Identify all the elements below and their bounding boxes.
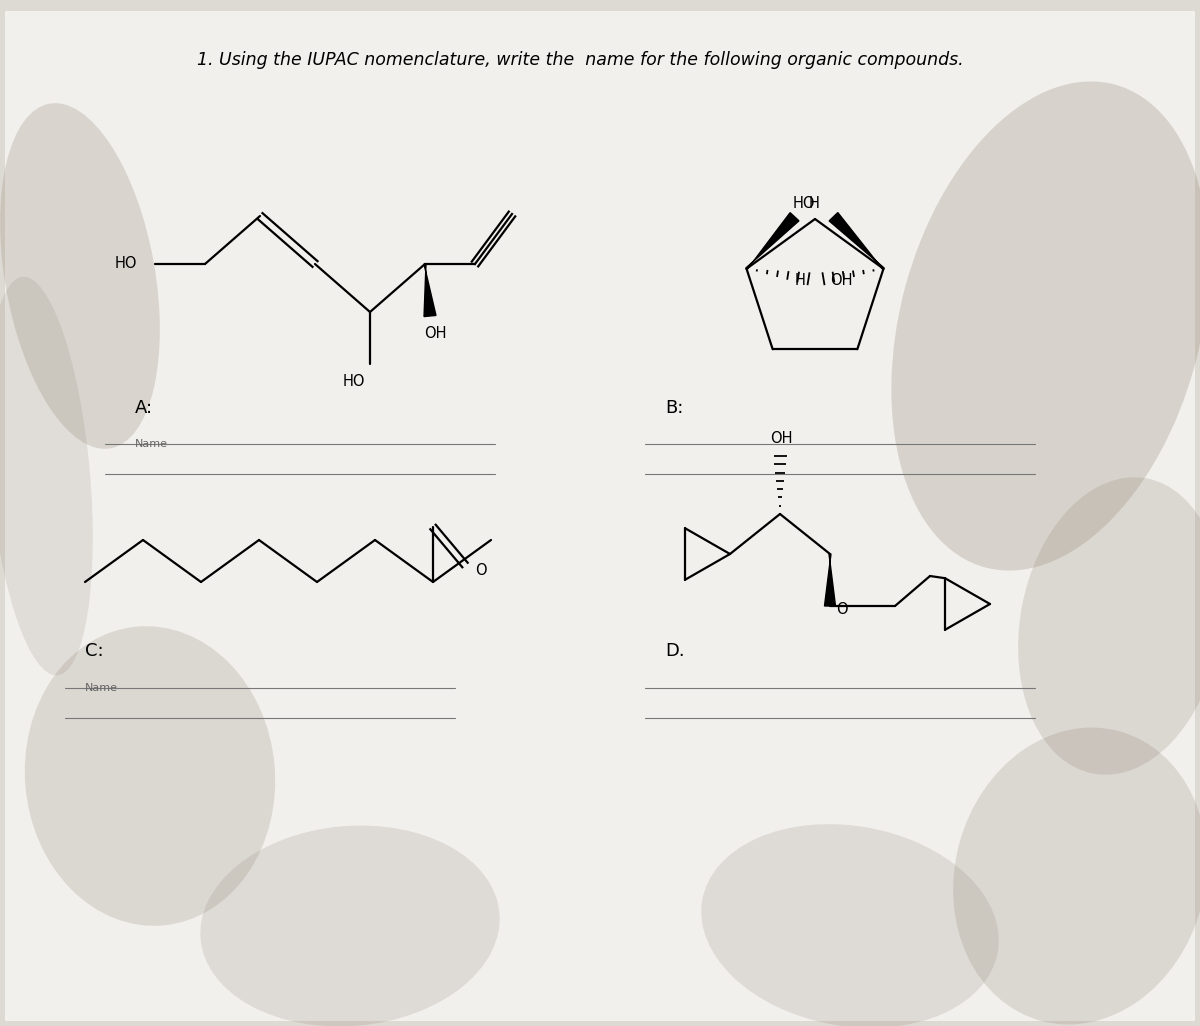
Text: O: O <box>836 602 847 618</box>
Polygon shape <box>829 212 884 270</box>
FancyBboxPatch shape <box>5 11 1195 1021</box>
Polygon shape <box>745 212 799 270</box>
Ellipse shape <box>25 626 275 925</box>
Ellipse shape <box>701 824 998 1026</box>
Text: C:: C: <box>85 642 103 660</box>
Text: 1. Using the IUPAC nomenclature, write the  name for the following organic compo: 1. Using the IUPAC nomenclature, write t… <box>197 51 964 69</box>
Text: H: H <box>809 196 820 211</box>
Text: B:: B: <box>665 399 683 417</box>
Text: OH: OH <box>769 432 792 446</box>
Text: H: H <box>794 273 805 288</box>
Text: HO: HO <box>342 374 365 390</box>
Ellipse shape <box>200 826 499 1026</box>
Text: HO: HO <box>114 256 137 272</box>
Text: D.: D. <box>665 642 685 660</box>
Text: OH: OH <box>424 326 446 342</box>
Ellipse shape <box>0 277 92 675</box>
Ellipse shape <box>1018 477 1200 775</box>
Text: O: O <box>475 563 487 579</box>
Text: OH: OH <box>830 273 853 288</box>
Ellipse shape <box>892 81 1200 570</box>
Ellipse shape <box>0 104 160 448</box>
Text: Name: Name <box>85 683 118 693</box>
Text: HO: HO <box>793 196 816 211</box>
Polygon shape <box>424 264 436 317</box>
Text: A:: A: <box>134 399 154 417</box>
Text: Name: Name <box>134 439 168 449</box>
Polygon shape <box>824 554 835 606</box>
Ellipse shape <box>953 727 1200 1024</box>
